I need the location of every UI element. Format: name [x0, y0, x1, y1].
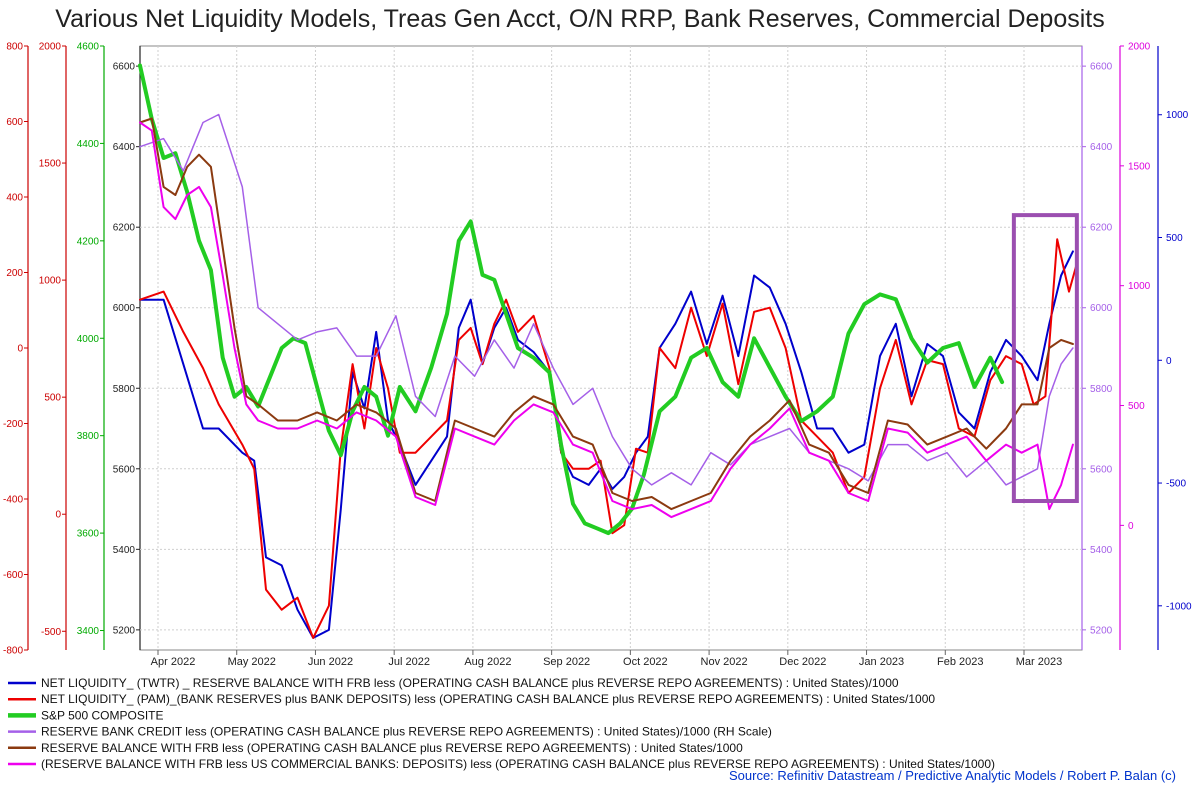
x-tick-label: Jan 2023 — [859, 656, 904, 668]
source-credit: Source: Refinitiv Datastream / Predictiv… — [729, 768, 1176, 783]
axes-group: 8006004002000-200-400-600-80020001500100… — [3, 42, 1192, 669]
tick-label: 200 — [6, 268, 23, 279]
tick-label: 2000 — [1128, 42, 1151, 53]
tick-label: 4200 — [77, 236, 100, 247]
x-tick-label: Mar 2023 — [1016, 656, 1062, 668]
tick-label: 500 — [44, 393, 61, 404]
tick-label: 1000 — [39, 276, 62, 287]
tick-label: 1000 — [1128, 281, 1151, 292]
legend-label: RESERVE BALANCE WITH FRB less (OPERATING… — [41, 741, 743, 755]
tick-label: 500 — [1128, 401, 1145, 412]
legend-group: NET LIQUIDITY_ (TWTR) _ RESERVE BALANCE … — [8, 676, 995, 771]
x-tick-label: Oct 2022 — [623, 656, 668, 668]
tick-label: 2000 — [39, 42, 62, 53]
tick-label: -500 — [41, 627, 61, 638]
x-tick-label: Feb 2023 — [937, 656, 983, 668]
tick-label: 1500 — [39, 159, 62, 170]
x-tick-label: Jul 2022 — [388, 656, 430, 668]
legend-label: NET LIQUIDITY_ (PAM)_(BANK RESERVES plus… — [41, 692, 935, 706]
tick-label: 6600 — [1090, 62, 1113, 73]
legend-label: RESERVE BANK CREDIT less (OPERATING CASH… — [41, 725, 772, 739]
tick-label: 6400 — [113, 142, 136, 153]
tick-label: 600 — [6, 117, 23, 128]
x-tick-label: Aug 2022 — [464, 656, 511, 668]
tick-label: 400 — [6, 193, 23, 204]
tick-label: 0 — [55, 510, 61, 521]
tick-label: 5400 — [1090, 545, 1113, 556]
tick-label: -800 — [3, 646, 23, 657]
tick-label: 1500 — [1128, 161, 1151, 172]
tick-label: 6600 — [113, 62, 136, 73]
tick-label: 3400 — [77, 626, 100, 637]
highlight-group — [1011, 213, 1079, 504]
highlight-box — [1011, 213, 1079, 504]
series-line-0 — [139, 250, 1074, 639]
chart-title: Various Net Liquidity Models, Treas Gen … — [55, 5, 1104, 33]
tick-label: 5200 — [1090, 625, 1113, 636]
x-tick-label: Nov 2022 — [701, 656, 748, 668]
tick-label: 3600 — [77, 529, 100, 540]
series-line-1 — [139, 238, 1078, 639]
tick-label: 0 — [1128, 521, 1134, 532]
tick-label: -200 — [3, 419, 23, 430]
tick-label: 5400 — [113, 545, 136, 556]
tick-label: 4000 — [77, 334, 100, 345]
tick-label: 6200 — [1090, 223, 1113, 234]
tick-label: 5200 — [113, 625, 136, 636]
tick-label: 5800 — [113, 384, 136, 395]
tick-label: 6200 — [113, 223, 136, 234]
tick-label: 3800 — [77, 431, 100, 442]
legend-label: NET LIQUIDITY_ (TWTR) _ RESERVE BALANCE … — [41, 676, 899, 690]
legend-label: S&P 500 COMPOSITE — [41, 708, 164, 722]
tick-label: 6400 — [1090, 142, 1113, 153]
tick-label: 500 — [1166, 233, 1183, 244]
tick-label: 4400 — [77, 139, 100, 150]
grid-group — [140, 46, 1082, 650]
series-group — [138, 63, 1078, 639]
tick-label: -400 — [3, 495, 23, 506]
tick-label: 0 — [1166, 356, 1172, 367]
tick-label: -600 — [3, 570, 23, 581]
tick-label: 6000 — [113, 303, 136, 314]
series-line-4 — [139, 117, 1074, 511]
x-tick-label: Dec 2022 — [779, 656, 826, 668]
x-tick-label: May 2022 — [228, 656, 276, 668]
tick-label: -500 — [1166, 479, 1186, 490]
series-line-2 — [138, 63, 1005, 536]
legend-label: (RESERVE BALANCE WITH FRB less US COMMER… — [41, 757, 995, 771]
x-tick-label: Sep 2022 — [543, 656, 590, 668]
tick-label: 0 — [17, 344, 23, 355]
tick-label: 5600 — [1090, 464, 1113, 475]
tick-label: 5600 — [113, 464, 136, 475]
series-line-5 — [139, 121, 1074, 519]
tick-label: 800 — [6, 42, 23, 53]
series-line-3 — [139, 113, 1074, 486]
tick-label: 4600 — [77, 42, 100, 53]
x-tick-label: Jun 2022 — [308, 656, 353, 668]
x-tick-label: Apr 2022 — [151, 656, 196, 668]
tick-label: 6000 — [1090, 303, 1113, 314]
tick-label: 1000 — [1166, 110, 1189, 121]
tick-label: 5800 — [1090, 384, 1113, 395]
tick-label: -1000 — [1166, 601, 1192, 612]
